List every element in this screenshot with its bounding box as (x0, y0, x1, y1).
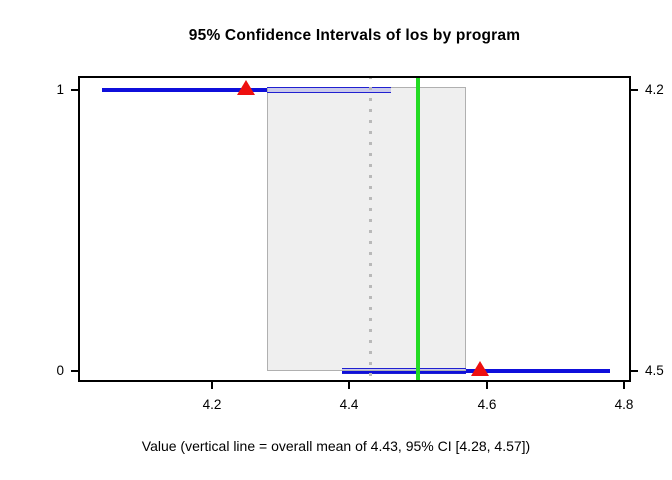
x-axis-tick-label: 4.6 (477, 397, 497, 412)
y-axis-tick-label: 0 (56, 363, 64, 378)
y-axis-tick-right (631, 89, 638, 91)
mean-triangle-program-0 (471, 361, 489, 376)
overall-mean-dashed-line (369, 76, 372, 382)
x-axis-label: Value (vertical line = overall mean of 4… (141, 438, 531, 454)
y-axis-tick-right (631, 370, 638, 372)
overall-ci-rect (267, 87, 466, 371)
y-axis-tick-label: 1 (56, 82, 64, 97)
right-axis-group-mean-label: 4.2 (645, 82, 664, 97)
x-axis-tick (486, 382, 488, 389)
chart-title: 95% Confidence Intervals of los by progr… (188, 27, 521, 44)
vertical-reference-line (416, 76, 420, 382)
y-axis-tick-left (71, 89, 78, 91)
ci-line-overlap-program-0 (342, 368, 466, 374)
right-axis-group-mean-label: 4.5 (645, 363, 664, 378)
mean-triangle-program-1 (237, 80, 255, 95)
x-axis-tick (211, 382, 213, 389)
x-axis-tick (348, 382, 350, 389)
y-axis-tick-left (71, 370, 78, 372)
x-axis-tick-label: 4.4 (339, 397, 359, 412)
x-axis-tick-label: 4.2 (202, 397, 222, 412)
ci-line-overlap-program-1 (267, 87, 391, 93)
x-axis-tick-label: 4.8 (614, 397, 634, 412)
x-axis-tick (623, 382, 625, 389)
